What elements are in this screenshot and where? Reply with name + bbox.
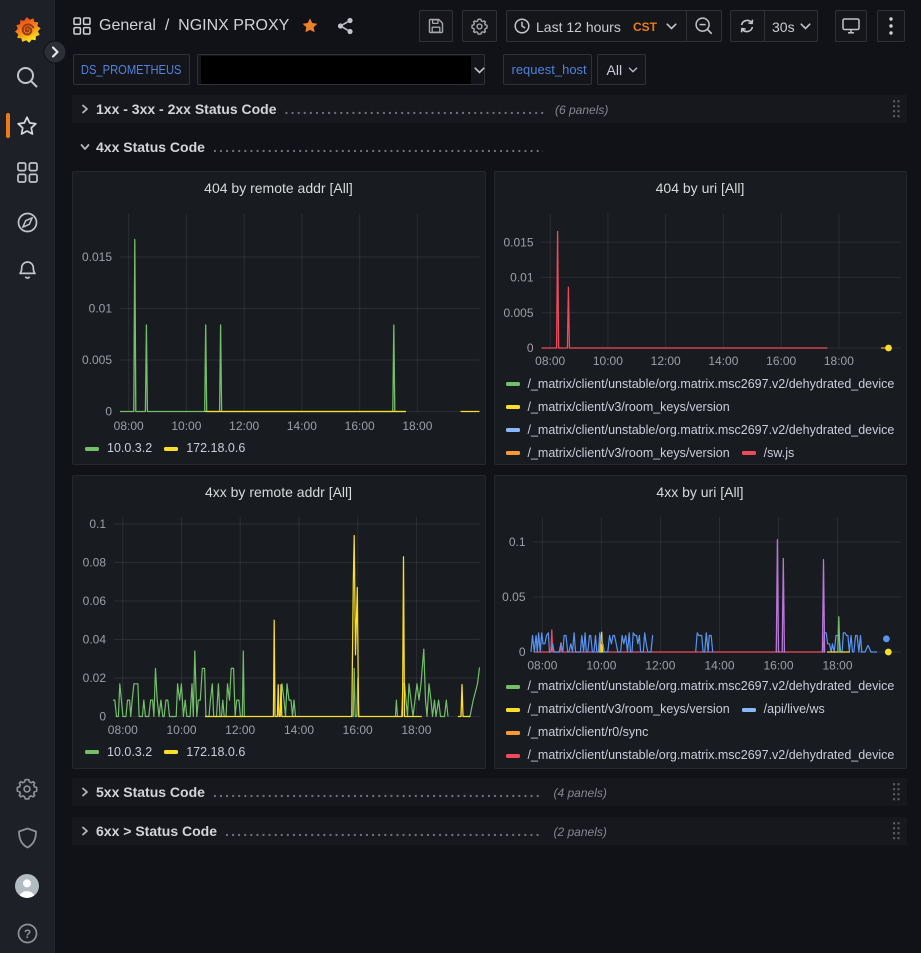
svg-text:0.08: 0.08 <box>83 556 107 570</box>
svg-text:12:00: 12:00 <box>651 354 681 368</box>
svg-text:14:00: 14:00 <box>708 354 738 368</box>
svg-text:?: ? <box>24 927 31 941</box>
svg-text:16:00: 16:00 <box>343 723 373 737</box>
svg-text:0.04: 0.04 <box>83 633 107 647</box>
svg-text:0.1: 0.1 <box>89 517 106 531</box>
svg-text:18:00: 18:00 <box>822 658 852 672</box>
svg-text:18:00: 18:00 <box>401 723 431 737</box>
svg-text:16:00: 16:00 <box>345 419 375 433</box>
svg-text:0.015: 0.015 <box>82 250 112 264</box>
svg-text:10:00: 10:00 <box>586 658 616 672</box>
svg-text:10:00: 10:00 <box>593 354 623 368</box>
svg-text:08:00: 08:00 <box>527 658 557 672</box>
svg-text:14:00: 14:00 <box>287 419 317 433</box>
svg-text:10:00: 10:00 <box>166 723 196 737</box>
svg-text:14:00: 14:00 <box>704 658 734 672</box>
svg-text:0.005: 0.005 <box>503 306 533 320</box>
svg-text:16:00: 16:00 <box>766 354 796 368</box>
svg-text:18:00: 18:00 <box>824 354 854 368</box>
svg-text:0: 0 <box>99 710 106 724</box>
svg-text:12:00: 12:00 <box>645 658 675 672</box>
svg-text:08:00: 08:00 <box>108 723 138 737</box>
svg-text:0.015: 0.015 <box>503 235 533 249</box>
svg-text:14:00: 14:00 <box>284 723 314 737</box>
svg-text:12:00: 12:00 <box>225 723 255 737</box>
svg-text:18:00: 18:00 <box>402 419 432 433</box>
svg-text:0.01: 0.01 <box>89 302 113 316</box>
svg-text:0.02: 0.02 <box>83 671 107 685</box>
svg-text:0: 0 <box>527 341 534 355</box>
svg-text:08:00: 08:00 <box>114 419 144 433</box>
svg-text:0.01: 0.01 <box>510 271 534 285</box>
svg-text:0.05: 0.05 <box>502 590 526 604</box>
svg-text:0.06: 0.06 <box>83 594 107 608</box>
svg-text:0.005: 0.005 <box>82 353 112 367</box>
svg-text:12:00: 12:00 <box>229 419 259 433</box>
svg-text:0: 0 <box>105 405 112 419</box>
svg-text:0.1: 0.1 <box>509 535 526 549</box>
svg-text:10:00: 10:00 <box>171 419 201 433</box>
svg-text:0: 0 <box>519 645 526 659</box>
svg-text:16:00: 16:00 <box>763 658 793 672</box>
svg-text:08:00: 08:00 <box>535 354 565 368</box>
